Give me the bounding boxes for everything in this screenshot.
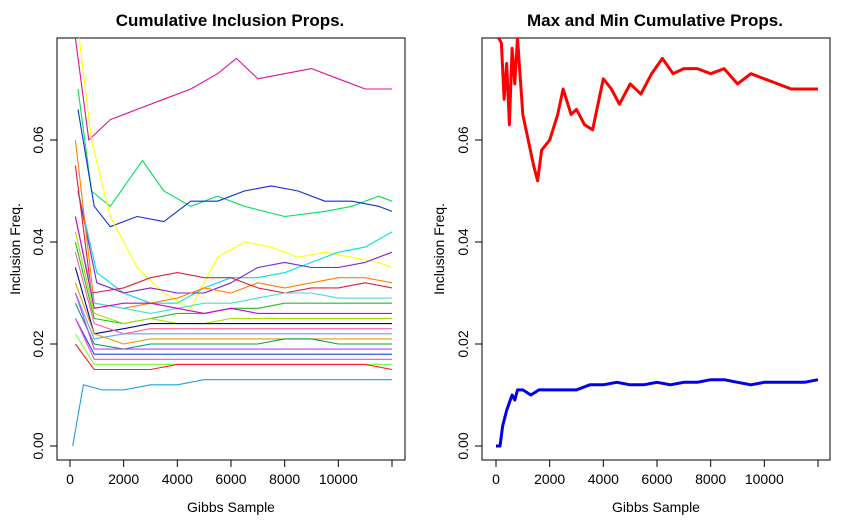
left-series-line-8 xyxy=(74,216,392,314)
left-series-line-11 xyxy=(74,231,392,325)
left-series-line-7 xyxy=(74,165,393,294)
left-series-line-15 xyxy=(74,282,392,345)
right-series-line-1 xyxy=(496,378,819,448)
left-chart-ylabel: Inclusion Freq. xyxy=(7,203,23,295)
left-ytick-label-0: 0.00 xyxy=(30,432,46,459)
left-series-line-2 xyxy=(77,109,393,228)
right-xtick-label-4: 8000 xyxy=(695,471,726,487)
right-ytick-label-3: 0.06 xyxy=(455,126,471,153)
left-series-line-5 xyxy=(77,190,393,294)
right-chart-plot-frame xyxy=(481,37,831,461)
left-xtick-label-3: 6000 xyxy=(215,471,246,487)
right-chart-panel: Max and Min Cumulative Props. 0 2000 4000 6… xyxy=(431,11,831,515)
left-series-line-22 xyxy=(72,379,392,447)
left-chart-panel: Cumulative Inclusion Props. 0 2000 4000 600… xyxy=(7,11,406,515)
right-ytick-label-0: 0.00 xyxy=(455,432,471,459)
left-chart-y-axis: 0.00 0.02 0.04 0.06 xyxy=(30,126,57,460)
right-chart-y-axis: 0.00 0.02 0.04 0.06 xyxy=(455,126,482,460)
left-chart-xlabel: Gibbs Sample xyxy=(187,499,275,515)
right-chart-x-axis: 0 2000 4000 6000 8000 10000 xyxy=(492,460,819,487)
left-ytick-label-1: 0.02 xyxy=(30,330,46,357)
right-chart-ylabel: Inclusion Freq. xyxy=(431,203,447,295)
left-chart-x-axis: 0 2000 4000 6000 8000 10000 xyxy=(66,460,393,487)
left-series-line-21 xyxy=(74,343,393,371)
left-series-line-10 xyxy=(74,216,392,314)
left-xtick-label-0: 0 xyxy=(66,471,74,487)
left-series-line-6 xyxy=(74,139,393,309)
right-series-line-0 xyxy=(497,38,818,183)
left-series-line-19 xyxy=(74,318,392,360)
left-series-line-16 xyxy=(74,302,392,350)
left-ytick-label-2: 0.04 xyxy=(30,228,46,255)
right-chart-title: Max and Min Cumulative Props. xyxy=(527,11,783,30)
right-xtick-label-0: 0 xyxy=(492,471,500,487)
left-series-line-18 xyxy=(74,318,392,355)
left-series-line-17 xyxy=(74,292,392,350)
right-ytick-label-1: 0.02 xyxy=(455,330,471,357)
left-xtick-label-5: 10000 xyxy=(319,471,358,487)
left-xtick-label-2: 4000 xyxy=(162,471,193,487)
left-series-line-0 xyxy=(74,38,392,141)
left-series-line-14 xyxy=(74,292,392,340)
right-xtick-label-3: 6000 xyxy=(641,471,672,487)
left-series-line-12 xyxy=(74,267,392,335)
left-series-line-1 xyxy=(77,88,393,218)
left-xtick-label-4: 8000 xyxy=(269,471,300,487)
left-series-line-9 xyxy=(74,241,392,325)
right-xtick-label-1: 2000 xyxy=(534,471,565,487)
right-chart-xlabel: Gibbs Sample xyxy=(612,499,700,515)
right-ytick-label-2: 0.04 xyxy=(455,228,471,255)
left-chart-series-lines xyxy=(72,38,393,447)
left-ytick-label-3: 0.06 xyxy=(30,126,46,153)
left-xtick-label-1: 2000 xyxy=(108,471,139,487)
left-series-line-3 xyxy=(78,38,393,309)
left-chart-title: Cumulative Inclusion Props. xyxy=(116,11,345,30)
right-xtick-label-5: 10000 xyxy=(745,471,784,487)
right-xtick-label-2: 4000 xyxy=(588,471,619,487)
right-chart-series-lines xyxy=(496,38,819,448)
